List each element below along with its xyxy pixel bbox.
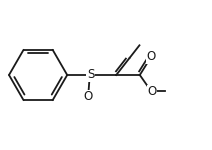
Text: O: O xyxy=(83,90,93,103)
Text: S: S xyxy=(87,69,94,81)
Text: O: O xyxy=(146,50,156,63)
Text: O: O xyxy=(147,85,156,99)
